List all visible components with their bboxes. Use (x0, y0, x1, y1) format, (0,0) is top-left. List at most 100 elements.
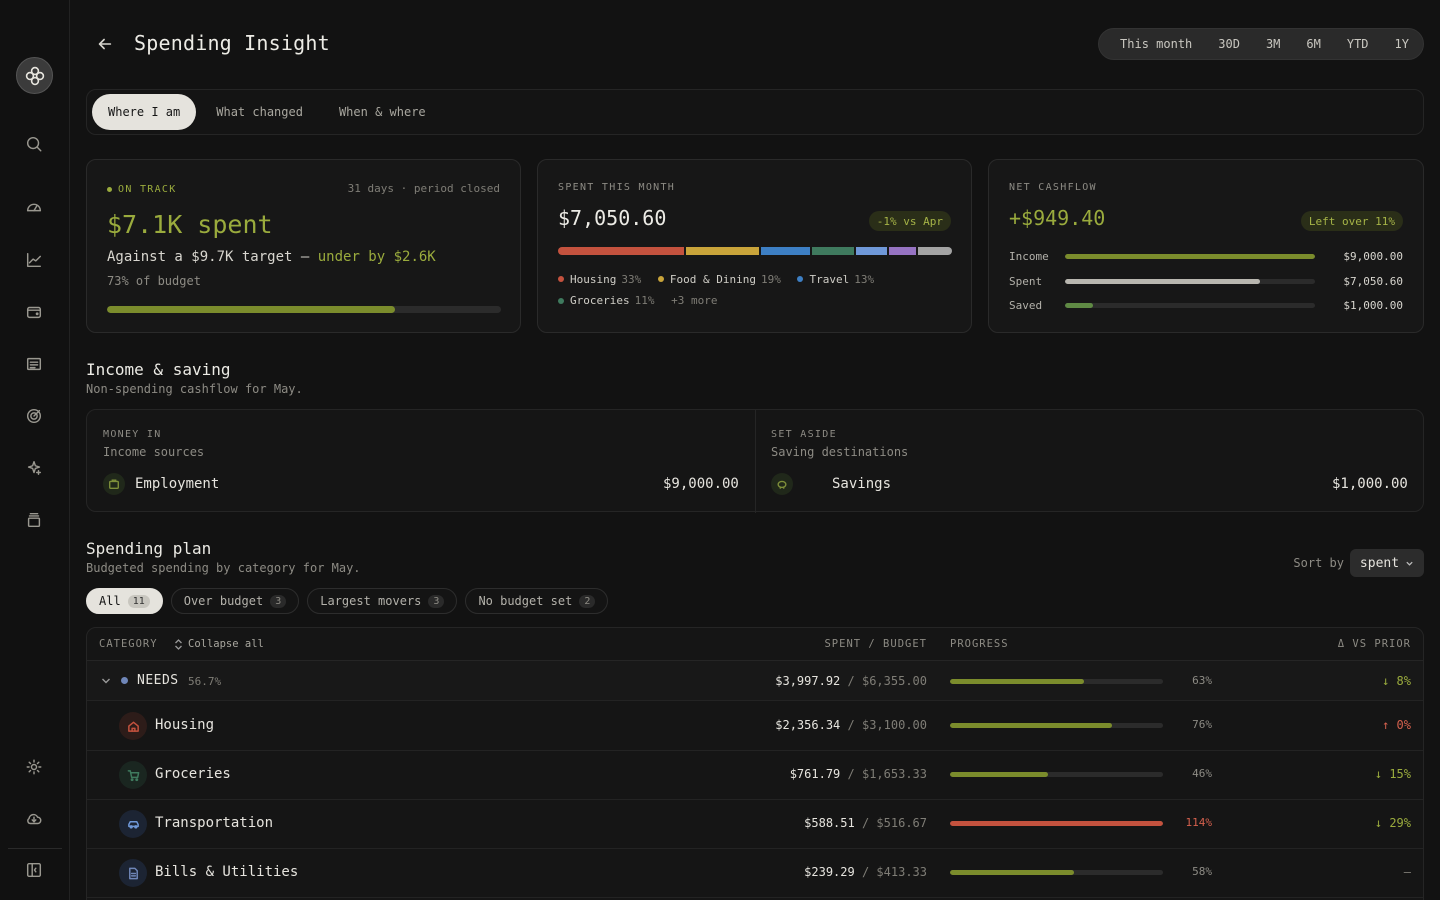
chip-label: Over budget (183, 594, 264, 608)
range-1y[interactable]: 1Y (1394, 37, 1409, 51)
sort-dropdown[interactable]: spent (1350, 549, 1424, 577)
tab-where-i-am[interactable]: Where I am (92, 94, 197, 130)
header-progress[interactable]: PROGRESS (950, 638, 1009, 650)
range-this-month[interactable]: This month (1120, 37, 1193, 51)
progress-pct: 76% (1192, 718, 1212, 731)
budget-percent: 73% of budget (107, 274, 201, 288)
archive-stack-icon[interactable] (23, 509, 45, 531)
cashflow-label: Saved (1009, 298, 1043, 312)
header-spent-budget[interactable]: SPENT / BUDGET (824, 638, 927, 650)
piggy-bank-icon (771, 473, 793, 495)
income-section-subtitle: Non-spending cashflow for May. (86, 382, 303, 396)
dashboard-gauge-icon[interactable] (23, 196, 45, 218)
settings-gear-icon[interactable] (23, 756, 45, 778)
income-source-amount: $9,000.00 (663, 476, 739, 492)
money-in-eyebrow: MONEY IN (103, 429, 162, 440)
cashflow-bar-fill (1065, 278, 1260, 284)
spent-value: $2,356.34 (775, 718, 841, 732)
main-content: Spending Insight This month 30D 3M 6M YT… (86, 0, 1424, 900)
spent-change-badge: -1% vs Apr (868, 211, 951, 231)
table-row[interactable]: Housing $2,356.34 / $3,100.00 76% ↑ 0% (87, 702, 1423, 751)
back-arrow-icon[interactable] (94, 33, 116, 55)
category-name: Transportation (155, 815, 274, 831)
stack-segment (686, 247, 759, 255)
legend-label: Housing (570, 272, 617, 286)
tab-what-changed[interactable]: What changed (216, 105, 303, 119)
legend-pct: 19% (760, 272, 781, 286)
header-delta[interactable]: Δ VS PRIOR (1337, 638, 1411, 650)
set-aside-eyebrow: SET ASIDE (771, 429, 837, 440)
legend-dot-icon (558, 276, 564, 282)
chevron-down-icon[interactable] (101, 677, 111, 685)
legend-dot-icon (797, 276, 804, 282)
trend-chart-icon[interactable] (23, 249, 45, 271)
income-section-title: Income & saving (86, 360, 231, 379)
wallet-icon[interactable] (23, 301, 45, 323)
status-card: ON TRACK 31 days · period closed $7.1K s… (86, 159, 521, 333)
spent-amount: $7,050.60 (558, 206, 667, 230)
plan-section-subtitle: Budgeted spending by category for May. (86, 561, 361, 575)
sparkles-icon[interactable] (23, 457, 45, 479)
group-share: 56.7% (188, 675, 222, 688)
under-by-text: under by $2.6K (317, 249, 436, 265)
cashflow-eyebrow: NET CASHFLOW (1009, 182, 1097, 193)
table-row[interactable]: Transportation $588.51 / $516.67 114% ↓ … (87, 800, 1423, 849)
group-color-dot-icon (121, 677, 128, 684)
table-row[interactable]: Bills & Utilities $239.29 / $413.33 58% … (87, 849, 1423, 898)
table-row[interactable]: Groceries $761.79 / $1,653.33 46% ↓ 15% (87, 751, 1423, 800)
panel-divider (755, 410, 756, 513)
cashflow-label: Spent (1009, 274, 1043, 288)
cloud-sync-icon[interactable] (23, 808, 45, 830)
budget-progress-fill (107, 306, 395, 313)
category-stacked-bar (558, 247, 952, 255)
legend-item-housing: Housing 33% (558, 269, 641, 290)
cashflow-value: $9,000.00 (1343, 249, 1403, 263)
budget-value: $3,100.00 (861, 718, 927, 732)
cashflow-bar (1065, 278, 1315, 284)
search-icon[interactable] (23, 133, 45, 155)
cashflow-label: Income (1009, 249, 1049, 263)
spent-value: $3,997.92 (775, 674, 841, 688)
legend-label: Groceries (570, 294, 630, 307)
target-icon[interactable] (23, 405, 45, 427)
spent-value: $239.29 (804, 865, 855, 879)
transactions-list-icon[interactable] (23, 353, 45, 375)
income-source-name[interactable]: Employment (135, 476, 220, 492)
header-category[interactable]: CATEGORY (99, 638, 158, 650)
cashflow-bar-fill (1065, 253, 1315, 259)
filter-chip-no-budget[interactable]: No budget set 2 (465, 588, 609, 614)
sort-label: Sort by (1293, 556, 1344, 570)
collapse-sidebar-icon[interactable] (23, 859, 45, 881)
stack-segment (856, 247, 887, 255)
progress-fill (950, 679, 1085, 684)
spent-value: $588.51 (804, 816, 855, 830)
app-logo[interactable] (16, 57, 53, 94)
filter-chip-over-budget[interactable]: Over budget 3 (170, 588, 300, 614)
chip-count: 3 (428, 594, 445, 608)
cashflow-value: $1,000.00 (1343, 298, 1403, 312)
collapse-all-button[interactable]: Collapse all (174, 638, 264, 650)
chip-label: Largest movers (320, 594, 422, 608)
group-row-needs[interactable]: NEEDS 56.7% $3,997.92 / $6,355.00 63% ↓ … (87, 661, 1423, 701)
legend-label: Food & Dining (669, 272, 756, 286)
spent-headline: $7.1K spent (107, 210, 273, 239)
spending-plan-table: CATEGORY Collapse all SPENT / BUDGET PRO… (86, 627, 1424, 900)
chip-label: All (99, 594, 121, 608)
range-3m[interactable]: 3M (1265, 37, 1281, 51)
expand-collapse-icon (175, 638, 182, 650)
range-ytd[interactable]: YTD (1346, 37, 1369, 51)
filter-chips: All 11 Over budget 3 Largest movers 3 No bu… (86, 588, 609, 614)
range-30d[interactable]: 30D (1218, 37, 1240, 51)
range-6m[interactable]: 6M (1306, 37, 1321, 51)
saving-destination-name[interactable]: Savings (832, 476, 892, 492)
sidebar-divider (8, 848, 62, 849)
filter-chip-all[interactable]: All 11 (86, 588, 163, 614)
filter-chip-largest-movers[interactable]: Largest movers 3 (307, 588, 458, 614)
tab-when-and-where[interactable]: When & where (338, 105, 426, 119)
legend-pct: 13% (854, 272, 875, 286)
budget-value: $6,355.00 (861, 674, 927, 688)
progress-bar (950, 870, 1163, 875)
progress-pct: 58% (1192, 865, 1212, 878)
legend-more-link[interactable]: +3 more (671, 293, 718, 307)
status-dot-icon (107, 187, 112, 192)
